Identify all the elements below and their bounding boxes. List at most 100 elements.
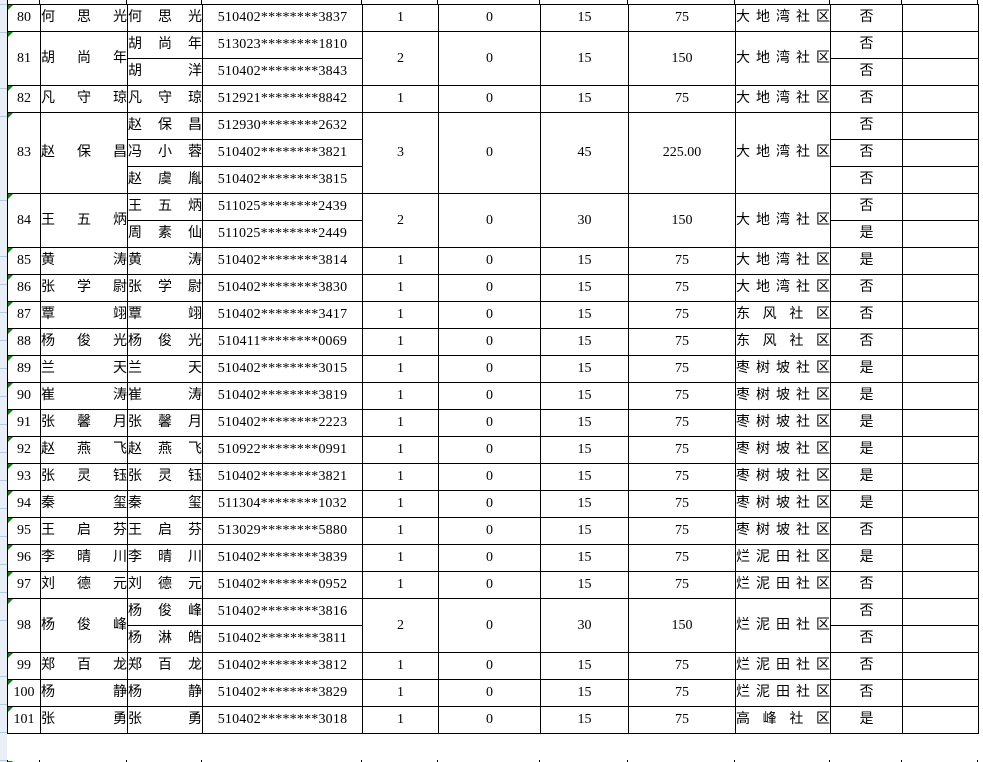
amount-cell[interactable]: 75	[628, 436, 736, 464]
zero-value-cell[interactable]: 0	[438, 463, 541, 491]
days-cell[interactable]: 15	[540, 409, 629, 437]
amount-cell[interactable]: 150	[628, 598, 736, 653]
householder-name-cell[interactable]: 王五炳	[40, 193, 128, 248]
row-number-cell[interactable]: 96	[7, 544, 41, 572]
member-count-cell[interactable]: 1	[362, 679, 439, 707]
days-cell[interactable]: 15	[540, 328, 629, 356]
empty-cell[interactable]	[902, 85, 979, 113]
zero-value-cell[interactable]: 0	[438, 706, 541, 734]
member-name-cell[interactable]: 秦玺	[127, 490, 203, 518]
yes-no-cell[interactable]: 否	[830, 625, 903, 653]
householder-name-cell[interactable]: 李晴川	[40, 544, 128, 572]
empty-cell[interactable]	[902, 490, 979, 518]
row-number-cell[interactable]: 95	[7, 517, 41, 545]
amount-cell[interactable]: 75	[628, 652, 736, 680]
empty-cell[interactable]	[902, 625, 979, 653]
community-cell[interactable]: 烂泥田社区	[735, 598, 831, 653]
community-cell[interactable]: 东风社区	[735, 301, 831, 329]
yes-no-cell[interactable]: 否	[830, 652, 903, 680]
amount-cell[interactable]: 75	[628, 382, 736, 410]
householder-name-cell[interactable]: 兰天	[40, 355, 128, 383]
empty-cell[interactable]	[902, 706, 979, 734]
days-cell[interactable]: 15	[540, 490, 629, 518]
days-cell[interactable]: 15	[540, 706, 629, 734]
member-count-cell[interactable]: 1	[362, 490, 439, 518]
amount-cell[interactable]: 75	[628, 274, 736, 302]
row-number-cell[interactable]: 89	[7, 355, 41, 383]
empty-cell[interactable]	[902, 247, 979, 275]
yes-no-cell[interactable]: 是	[830, 409, 903, 437]
yes-no-cell[interactable]: 否	[830, 274, 903, 302]
member-name-cell[interactable]: 赵虞胤	[127, 166, 203, 194]
row-number-cell[interactable]: 90	[7, 382, 41, 410]
id-number-cell[interactable]: 510402********3821	[202, 139, 363, 167]
community-cell[interactable]: 烂泥田社区	[735, 679, 831, 707]
householder-name-cell[interactable]: 黄涛	[40, 247, 128, 275]
member-name-cell[interactable]: 覃翊	[127, 301, 203, 329]
days-cell[interactable]: 30	[540, 193, 629, 248]
row-number-cell[interactable]: 97	[7, 571, 41, 599]
id-number-cell[interactable]: 510402********3829	[202, 679, 363, 707]
zero-value-cell[interactable]: 0	[438, 382, 541, 410]
id-number-cell[interactable]: 510402********3814	[202, 247, 363, 275]
member-name-cell[interactable]: 杨静	[127, 679, 203, 707]
householder-name-cell[interactable]: 刘德元	[40, 571, 128, 599]
yes-no-cell[interactable]: 否	[830, 85, 903, 113]
id-number-cell[interactable]: 510402********3816	[202, 598, 363, 626]
householder-name-cell[interactable]: 胡尚年	[40, 31, 128, 86]
householder-name-cell[interactable]: 赵燕飞	[40, 436, 128, 464]
amount-cell[interactable]: 75	[628, 544, 736, 572]
yes-no-cell[interactable]: 是	[830, 247, 903, 275]
empty-cell[interactable]	[902, 517, 979, 545]
row-number-cell[interactable]: 87	[7, 301, 41, 329]
member-name-cell[interactable]: 张学尉	[127, 274, 203, 302]
amount-cell[interactable]: 75	[628, 706, 736, 734]
id-number-cell[interactable]: 511025********2449	[202, 220, 363, 248]
zero-value-cell[interactable]: 0	[438, 355, 541, 383]
row-number-cell[interactable]: 100	[7, 679, 41, 707]
amount-cell[interactable]: 75	[628, 490, 736, 518]
zero-value-cell[interactable]: 0	[438, 193, 541, 248]
empty-cell[interactable]	[902, 301, 979, 329]
member-count-cell[interactable]: 1	[362, 301, 439, 329]
yes-no-cell[interactable]: 否	[830, 517, 903, 545]
member-name-cell[interactable]: 赵燕飞	[127, 436, 203, 464]
community-cell[interactable]: 枣树坡社区	[735, 409, 831, 437]
id-number-cell[interactable]: 510402********3417	[202, 301, 363, 329]
householder-name-cell[interactable]: 张灵钰	[40, 463, 128, 491]
zero-value-cell[interactable]: 0	[438, 598, 541, 653]
yes-no-cell[interactable]: 是	[830, 220, 903, 248]
empty-cell[interactable]	[902, 4, 979, 32]
yes-no-cell[interactable]: 是	[830, 490, 903, 518]
days-cell[interactable]: 15	[540, 679, 629, 707]
zero-value-cell[interactable]: 0	[438, 328, 541, 356]
yes-no-cell[interactable]: 否	[830, 166, 903, 194]
yes-no-cell[interactable]: 是	[830, 436, 903, 464]
member-name-cell[interactable]: 张勇	[127, 706, 203, 734]
amount-cell[interactable]: 75	[628, 4, 736, 32]
zero-value-cell[interactable]: 0	[438, 490, 541, 518]
yes-no-cell[interactable]: 否	[830, 112, 903, 140]
row-number-cell[interactable]: 81	[7, 31, 41, 86]
empty-cell[interactable]	[902, 193, 979, 221]
row-number-cell[interactable]: 101	[7, 706, 41, 734]
member-count-cell[interactable]: 1	[362, 436, 439, 464]
community-cell[interactable]: 枣树坡社区	[735, 490, 831, 518]
community-cell[interactable]: 烂泥田社区	[735, 571, 831, 599]
row-number-cell[interactable]: 84	[7, 193, 41, 248]
member-count-cell[interactable]: 1	[362, 409, 439, 437]
member-count-cell[interactable]: 1	[362, 4, 439, 32]
householder-name-cell[interactable]: 王启芬	[40, 517, 128, 545]
id-number-cell[interactable]: 510402********3018	[202, 706, 363, 734]
member-count-cell[interactable]: 1	[362, 85, 439, 113]
days-cell[interactable]: 15	[540, 247, 629, 275]
community-cell[interactable]: 烂泥田社区	[735, 652, 831, 680]
amount-cell[interactable]: 75	[628, 355, 736, 383]
member-count-cell[interactable]: 1	[362, 463, 439, 491]
householder-name-cell[interactable]: 秦玺	[40, 490, 128, 518]
member-count-cell[interactable]: 1	[362, 274, 439, 302]
member-name-cell[interactable]: 张馨月	[127, 409, 203, 437]
community-cell[interactable]: 大地湾社区	[735, 4, 831, 32]
id-number-cell[interactable]: 510402********3839	[202, 544, 363, 572]
zero-value-cell[interactable]: 0	[438, 274, 541, 302]
